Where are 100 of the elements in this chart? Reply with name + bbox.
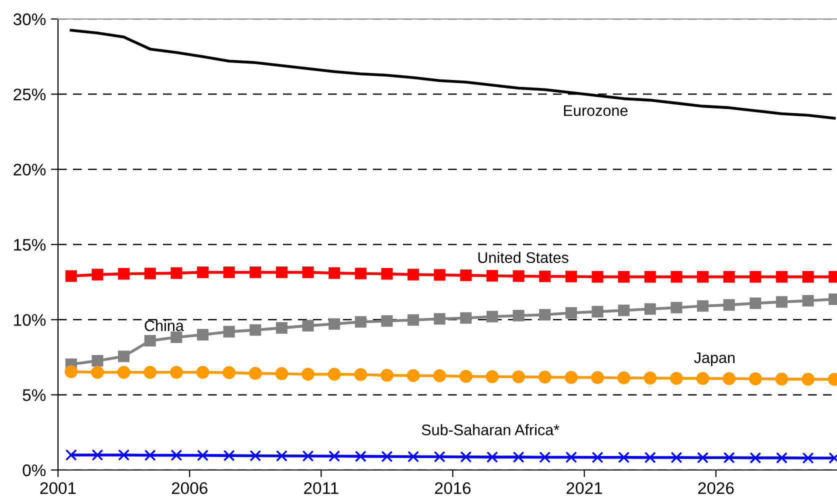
point bbox=[723, 299, 735, 311]
point bbox=[512, 370, 526, 384]
point bbox=[223, 450, 235, 462]
point bbox=[380, 368, 394, 382]
point bbox=[618, 271, 630, 283]
point bbox=[196, 328, 209, 340]
point bbox=[408, 268, 420, 280]
point bbox=[750, 298, 762, 310]
point bbox=[486, 270, 498, 282]
x-tick-label: 2006 bbox=[172, 482, 208, 494]
point bbox=[460, 451, 472, 463]
series-label: United States bbox=[478, 252, 568, 264]
point bbox=[434, 451, 446, 463]
point bbox=[276, 266, 288, 278]
point bbox=[117, 366, 130, 379]
point bbox=[670, 271, 682, 283]
point bbox=[144, 268, 156, 280]
point bbox=[381, 268, 393, 280]
point bbox=[433, 369, 446, 382]
x-tick-label: 2001 bbox=[40, 482, 76, 494]
point bbox=[275, 367, 288, 380]
x-tick-label: 2016 bbox=[435, 482, 471, 494]
point bbox=[328, 267, 340, 279]
x-tick-label: 2026 bbox=[698, 482, 734, 494]
x-tick-label: 2011 bbox=[304, 482, 338, 494]
point bbox=[302, 450, 314, 462]
point bbox=[250, 450, 262, 462]
point bbox=[750, 271, 762, 283]
point bbox=[328, 450, 340, 462]
point bbox=[196, 450, 209, 462]
point bbox=[564, 370, 578, 384]
point bbox=[302, 320, 314, 332]
point bbox=[670, 372, 683, 385]
point bbox=[118, 268, 130, 280]
point bbox=[697, 271, 709, 283]
point bbox=[617, 371, 630, 384]
point bbox=[91, 366, 104, 379]
point bbox=[328, 318, 340, 330]
point bbox=[408, 314, 420, 326]
point bbox=[512, 310, 524, 322]
point bbox=[223, 326, 235, 338]
point bbox=[750, 452, 762, 464]
point bbox=[592, 271, 604, 283]
point bbox=[722, 372, 736, 386]
point bbox=[408, 450, 420, 462]
point bbox=[486, 451, 498, 463]
point bbox=[802, 452, 814, 464]
point bbox=[565, 307, 577, 319]
point bbox=[670, 452, 682, 464]
point bbox=[748, 372, 762, 386]
x-tick-label: 2021 bbox=[566, 482, 602, 494]
point bbox=[170, 331, 182, 344]
point bbox=[697, 300, 709, 312]
y-tick-label: 30% bbox=[13, 13, 46, 26]
point bbox=[170, 450, 182, 462]
point bbox=[539, 270, 551, 282]
point bbox=[302, 368, 314, 381]
point bbox=[565, 270, 577, 282]
point bbox=[144, 334, 156, 346]
point bbox=[92, 268, 104, 280]
y-tick-label: 0% bbox=[22, 464, 46, 476]
series-label: Eurozone bbox=[564, 105, 628, 116]
point bbox=[486, 310, 498, 322]
point bbox=[170, 267, 182, 279]
series-label: Sub-Saharan Africa* bbox=[422, 424, 560, 436]
point bbox=[460, 270, 472, 282]
point bbox=[512, 270, 524, 282]
point bbox=[406, 369, 420, 382]
y-tick-label: 25% bbox=[14, 88, 46, 100]
point bbox=[381, 450, 393, 462]
point bbox=[591, 371, 604, 384]
point bbox=[276, 322, 288, 334]
point bbox=[92, 449, 104, 461]
y-tick-label: 20% bbox=[14, 164, 46, 176]
point bbox=[434, 313, 446, 325]
point bbox=[248, 366, 262, 380]
point bbox=[222, 366, 236, 380]
point bbox=[434, 269, 446, 281]
point bbox=[802, 271, 814, 283]
point bbox=[381, 315, 393, 327]
point bbox=[670, 302, 682, 314]
point bbox=[776, 271, 788, 283]
point bbox=[118, 350, 130, 362]
point bbox=[302, 266, 314, 278]
point bbox=[592, 452, 604, 464]
point bbox=[565, 451, 577, 463]
point bbox=[144, 366, 157, 379]
point bbox=[776, 452, 788, 464]
point bbox=[196, 266, 209, 278]
point bbox=[644, 452, 656, 464]
point bbox=[538, 370, 552, 384]
point bbox=[723, 271, 735, 283]
point bbox=[276, 450, 288, 462]
point bbox=[65, 270, 77, 282]
point bbox=[250, 266, 262, 278]
point bbox=[92, 354, 104, 366]
point bbox=[776, 296, 788, 308]
point bbox=[512, 451, 524, 463]
series-label: Japan bbox=[694, 352, 735, 366]
point bbox=[775, 372, 788, 386]
